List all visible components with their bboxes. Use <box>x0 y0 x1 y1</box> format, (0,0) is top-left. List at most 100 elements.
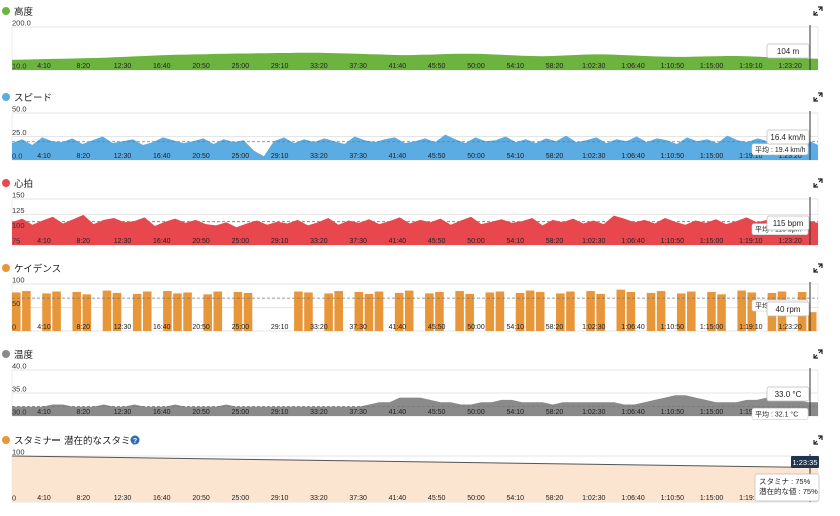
x-tick-label: 1:02:30 <box>582 324 605 331</box>
x-tick-label: 58:20 <box>546 495 564 502</box>
temperature-area <box>12 395 818 416</box>
x-tick-label: 1:10:50 <box>661 63 684 70</box>
elevation-y-tick: 200.0 <box>12 19 31 28</box>
x-tick-label: 33:20 <box>310 238 328 245</box>
cadence-bar <box>304 292 313 331</box>
speed-expand-icon[interactable] <box>813 92 823 102</box>
x-tick-label: 33:20 <box>310 63 328 70</box>
temperature-expand-icon[interactable] <box>813 349 823 359</box>
cursor-time-badge <box>791 456 819 468</box>
x-tick-label: 1:10:50 <box>661 409 684 416</box>
x-tick-label: 4:10 <box>37 63 51 70</box>
cadence-bar <box>132 293 142 331</box>
x-tick-label: 37:30 <box>349 324 367 331</box>
cadence-bar <box>394 292 404 331</box>
cadence-bar <box>435 291 444 331</box>
cadence-bar <box>485 292 495 331</box>
cadence-bar <box>807 312 817 331</box>
stamina-legend-dot <box>2 436 10 444</box>
x-tick-label: 50:00 <box>467 153 485 160</box>
cadence-bar <box>495 291 505 331</box>
x-tick-label: 33:20 <box>310 324 328 331</box>
speed-y-tick: 25.0 <box>12 128 27 137</box>
x-tick-label: 4:10 <box>37 238 51 245</box>
speed-tooltip-value: 16.4 km/h <box>770 133 805 142</box>
elevation-title: 高度 <box>14 6 34 18</box>
x-tick-label: 1:06:40 <box>621 153 644 160</box>
cadence-bar <box>656 291 666 331</box>
speed-tooltip <box>766 129 810 145</box>
cadence-bar <box>616 289 626 331</box>
elevation-expand-icon[interactable] <box>813 6 823 16</box>
cadence-expand-icon[interactable] <box>813 263 823 273</box>
help-icon[interactable] <box>130 435 140 445</box>
cadence-bar <box>52 291 61 331</box>
cadence-bar <box>707 291 716 331</box>
x-tick-label: 58:20 <box>546 153 564 160</box>
x-tick-label: 1:15:00 <box>700 495 723 502</box>
x-tick-label: 12:30 <box>114 63 132 70</box>
heart_rate-title: 心拍 <box>14 178 33 190</box>
heart_rate-expand-icon[interactable] <box>813 178 823 188</box>
x-tick-label: 50:00 <box>467 324 485 331</box>
cadence-bar <box>515 292 525 331</box>
x-tick-label: 1:10:50 <box>661 495 684 502</box>
x-tick-label: 8:20 <box>76 495 90 502</box>
x-tick-label: 12:30 <box>114 409 132 416</box>
cadence-bar <box>213 291 223 331</box>
help-icon-glyph: ? <box>133 438 137 445</box>
temperature-title: 温度 <box>14 349 34 361</box>
cadence-bar <box>364 293 374 331</box>
x-tick-label: 58:20 <box>546 238 564 245</box>
temperature-tooltip <box>766 386 810 402</box>
x-tick-label: 1:19:10 <box>739 63 762 70</box>
potential-stamina-legend: 潜在的なスタミナ <box>64 435 140 447</box>
x-tick-label: 29:10 <box>271 153 289 160</box>
x-tick-label: 8:20 <box>76 153 90 160</box>
cadence-bar <box>334 291 343 331</box>
x-tick-label: 45:50 <box>428 324 446 331</box>
temperature-y-tick: 30.0 <box>12 408 27 417</box>
x-tick-label: 58:20 <box>546 324 564 331</box>
cadence-bar <box>243 292 253 331</box>
cadence-bar <box>173 293 182 331</box>
elevation-legend-dot <box>2 7 10 15</box>
x-tick-label: 16:40 <box>153 324 171 331</box>
x-tick-label: 25:00 <box>232 63 250 70</box>
cadence-bar <box>425 293 434 331</box>
cadence-bar <box>82 294 92 331</box>
x-tick-label: 41:40 <box>389 238 407 245</box>
x-tick-label: 1:10:50 <box>661 153 684 160</box>
cadence-bar <box>566 291 575 331</box>
cadence-bar <box>737 290 746 331</box>
elevation-y-tick: 10.0 <box>12 62 27 71</box>
cadence-bar <box>717 294 726 331</box>
x-tick-label: 54:10 <box>506 153 524 160</box>
x-tick-label: 1:23:20 <box>778 153 801 160</box>
stamina-y-tick: 0 <box>12 494 16 503</box>
elevation-tooltip-value: 104 m <box>777 47 800 56</box>
x-tick-label: 4:10 <box>37 153 51 160</box>
cadence-bar <box>354 291 364 331</box>
x-tick-label: 54:10 <box>506 409 524 416</box>
cadence-bar <box>586 291 595 331</box>
cadence-bar <box>747 292 757 331</box>
speed-y-tick: 50.0 <box>12 105 27 114</box>
x-tick-label: 50:00 <box>467 238 485 245</box>
heart_rate-legend-dot <box>2 179 10 187</box>
cadence-bar <box>374 291 384 331</box>
x-tick-label: 50:00 <box>467 409 485 416</box>
cadence-y-tick: 50 <box>12 299 20 308</box>
x-tick-label: 16:40 <box>153 238 171 245</box>
cadence-bar <box>687 291 696 331</box>
x-tick-label: 16:40 <box>153 495 171 502</box>
stamina-expand-icon[interactable] <box>813 435 823 445</box>
cadence-bar <box>465 293 474 331</box>
x-tick-label: 33:20 <box>310 409 328 416</box>
x-tick-label: 29:10 <box>271 238 289 245</box>
heart_rate-y-tick: 150 <box>12 191 25 200</box>
x-tick-label: 58:20 <box>546 63 564 70</box>
